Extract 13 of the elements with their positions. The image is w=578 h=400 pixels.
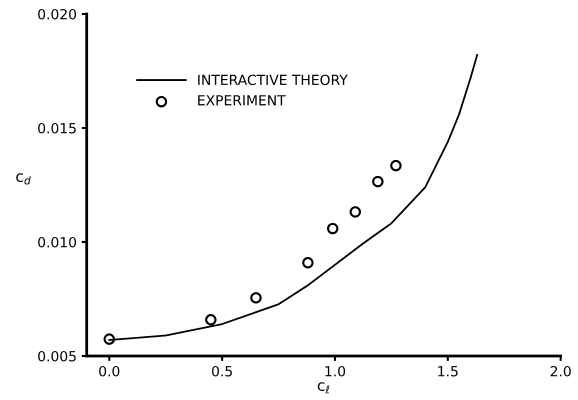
x-axis-title: c$_{ℓ}$ xyxy=(318,382,330,394)
x-tick-label: 1.0 xyxy=(325,366,346,376)
y-tick-label: 0.010 xyxy=(38,236,76,248)
x-tick-label: 2.0 xyxy=(550,366,571,376)
y-tick-label: 0.015 xyxy=(38,122,76,134)
y-tick-label: 0.005 xyxy=(38,350,76,362)
x-tick-label: 1.5 xyxy=(438,366,458,376)
legend-label: EXPERIMENT xyxy=(198,95,286,106)
x-tick-label: 0.0 xyxy=(99,366,120,376)
x-tick-label: 0.5 xyxy=(212,366,232,376)
y-tick-label: 0.020 xyxy=(38,8,76,20)
legend-label: INTERACTIVE THEORY xyxy=(198,74,348,86)
y-axis-title: c$_{d}$ xyxy=(16,173,31,184)
